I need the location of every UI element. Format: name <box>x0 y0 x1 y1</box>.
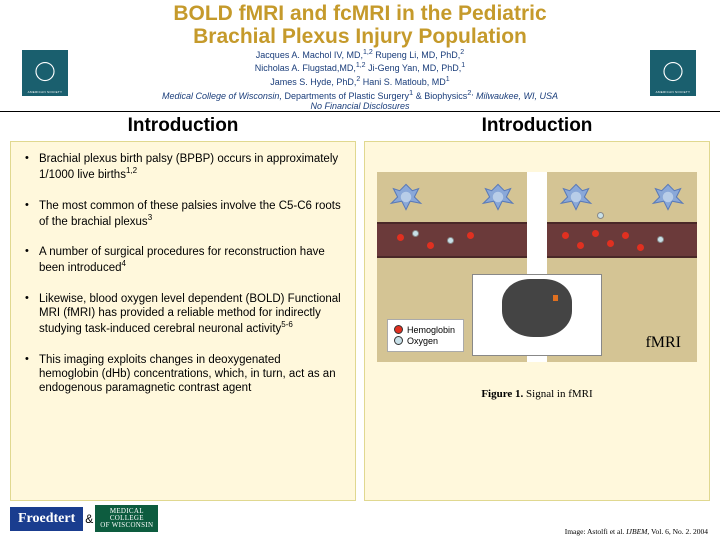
ampersand: & <box>83 512 95 526</box>
hemoglobin-dot <box>607 240 614 247</box>
author-1b: Rupeng Li, MD, PhD, <box>373 50 461 60</box>
affil-loc: Milwaukee, WI, USA <box>473 91 558 101</box>
disclosure: No Financial Disclosures <box>0 101 720 111</box>
bullet-2-text: The most common of these palsies involve… <box>39 200 341 228</box>
bullet-3-sup: 4 <box>121 259 125 268</box>
neuron-icon <box>477 176 519 218</box>
bullet-3: A number of surgical procedures for reco… <box>19 245 341 276</box>
hemoglobin-dot <box>622 232 629 239</box>
bullet-1-text: Brachial plexus birth palsy (BPBP) occur… <box>39 153 338 181</box>
footer-logos: Froedtert & MEDICAL COLLEGE OF WISCONSIN <box>10 505 158 532</box>
right-col-title: Introduction <box>364 112 710 141</box>
figure-legend: Hemoglobin Oxygen <box>387 319 464 352</box>
hemoglobin-dot <box>562 232 569 239</box>
legend-oxy-label: Oxygen <box>407 336 438 346</box>
author-2a-sup: 1,2 <box>356 62 366 69</box>
intro-text-panel: Brachial plexus birth palsy (BPBP) occur… <box>10 141 356 501</box>
bullet-2: The most common of these palsies involve… <box>19 199 341 230</box>
bullet-4-text: Likewise, blood oxygen level dependent (… <box>39 293 341 336</box>
oxygen-dot <box>447 237 454 244</box>
title-line-1: BOLD fMRI and fcMRI in the Pediatric <box>0 2 720 25</box>
author-2b-sup: 1 <box>461 62 465 69</box>
columns: Introduction Brachial plexus birth palsy… <box>0 112 720 501</box>
author-3b: Hani S. Matloub, MD <box>360 77 446 87</box>
author-3a: James S. Hyde, PhD, <box>270 77 356 87</box>
hemoglobin-swatch <box>394 325 403 334</box>
figure-caption: Figure 1. Signal in fMRI <box>375 388 699 400</box>
credit-b: , Vol. 6, No. 2. 2004 <box>647 527 708 536</box>
title-line-2: Brachial Plexus Injury Population <box>0 25 720 48</box>
credit-journal: IJBEM <box>626 527 647 536</box>
author-2a: Nicholas A. Flugstad,MD, <box>255 63 356 73</box>
bullet-1: Brachial plexus birth palsy (BPBP) occur… <box>19 152 341 183</box>
neuron-icon <box>647 176 689 218</box>
hemoglobin-dot <box>397 234 404 241</box>
bullet-5-text: This imaging exploits changes in deoxyge… <box>39 354 336 395</box>
bullet-1-sup: 1,2 <box>126 166 137 175</box>
society-logo-left: AMERICAN SOCIETY <box>22 50 68 96</box>
caption-bold: Figure 1. <box>481 388 523 400</box>
author-1a-sup: 1,2 <box>363 49 373 56</box>
authors-line-2: Nicholas A. Flugstad,MD,1,2 Ji-Geng Yan,… <box>0 62 720 74</box>
neuron-icon <box>385 176 427 218</box>
affiliation: Medical College of Wisconsin, Department… <box>0 88 720 101</box>
legend-hemo-label: Hemoglobin <box>407 325 455 335</box>
left-col-title: Introduction <box>10 112 356 141</box>
left-column: Introduction Brachial plexus birth palsy… <box>10 112 356 501</box>
oxygen-dot <box>657 236 664 243</box>
oxygen-dot <box>412 230 419 237</box>
legend-oxygen: Oxygen <box>394 336 455 346</box>
brain-inset <box>472 274 602 356</box>
mcw-logo: MEDICAL COLLEGE OF WISCONSIN <box>95 505 158 532</box>
bullet-5: This imaging exploits changes in deoxyge… <box>19 353 341 396</box>
hemoglobin-dot <box>592 230 599 237</box>
vessel-right <box>547 222 697 258</box>
authors-line-3: James S. Hyde, PhD,2 Hani S. Matloub, MD… <box>0 76 720 88</box>
oxygen-swatch <box>394 336 403 345</box>
hemoglobin-dot <box>467 232 474 239</box>
author-3b-sup: 1 <box>446 76 450 83</box>
affil-depts-b: & Biophysics <box>413 91 467 101</box>
author-2b: Ji-Geng Yan, MD, PhD, <box>366 63 462 73</box>
mcw-line3: OF WISCONSIN <box>100 522 153 529</box>
authors-line-1: Jacques A. Machol IV, MD,1,2 Rupeng Li, … <box>0 49 720 61</box>
author-1a: Jacques A. Machol IV, MD, <box>256 50 363 60</box>
brain-icon <box>502 279 572 337</box>
intro-figure-panel: Hemoglobin Oxygen fMRI Figure 1. Signal … <box>364 141 710 501</box>
affil-depts-a: Departments of Plastic Surgery <box>282 91 409 101</box>
affil-inst: Medical College of Wisconsin, <box>162 91 282 101</box>
froedtert-logo: Froedtert <box>10 507 83 531</box>
neuron-icon <box>555 176 597 218</box>
oxygen-dot <box>597 212 604 219</box>
bullet-3-text: A number of surgical procedures for reco… <box>39 246 325 274</box>
hemoglobin-dot <box>637 244 644 251</box>
society-logo-right: AMERICAN SOCIETY <box>650 50 696 96</box>
hemoglobin-dot <box>577 242 584 249</box>
bullet-2-sup: 3 <box>148 213 152 222</box>
caption-rest: Signal in fMRI <box>523 388 592 400</box>
hemoglobin-dot <box>427 242 434 249</box>
header: BOLD fMRI and fcMRI in the Pediatric Bra… <box>0 0 720 111</box>
bullet-4-sup: 5-6 <box>281 320 293 329</box>
credit-a: Image: Astolfi et al. <box>565 527 626 536</box>
image-credit: Image: Astolfi et al. IJBEM, Vol. 6, No.… <box>565 527 708 536</box>
fmri-label: fMRI <box>645 334 681 352</box>
bullet-4: Likewise, blood oxygen level dependent (… <box>19 292 341 337</box>
legend-hemoglobin: Hemoglobin <box>394 325 455 335</box>
figure-image: Hemoglobin Oxygen fMRI <box>377 172 697 362</box>
right-column: Introduction <box>364 112 710 501</box>
author-1b-sup: 2 <box>460 49 464 56</box>
